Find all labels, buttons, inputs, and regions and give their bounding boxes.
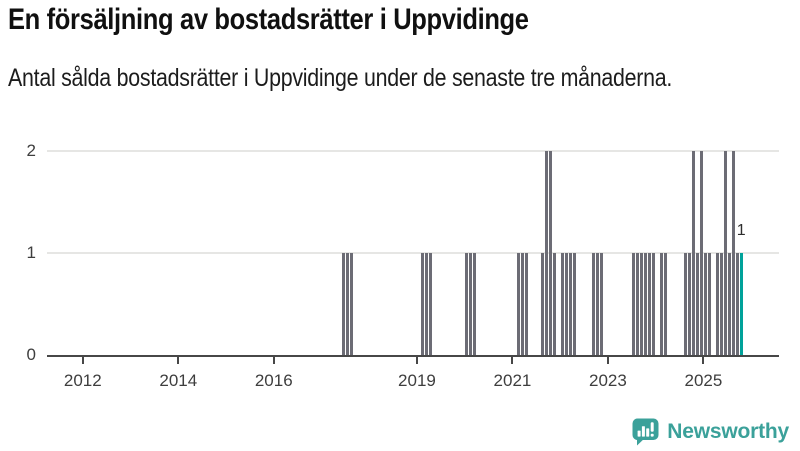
- bar: [691, 151, 695, 355]
- bar: [552, 253, 556, 355]
- x-axis-tick: [81, 357, 84, 364]
- gridline: [47, 150, 779, 152]
- y-axis-label: 0: [26, 345, 36, 364]
- bar: [349, 253, 353, 355]
- bar: [596, 253, 600, 355]
- x-axis-label: 2016: [254, 371, 293, 390]
- bar: [568, 253, 572, 355]
- x-axis-label: 2025: [684, 371, 723, 390]
- bar: [660, 253, 664, 355]
- x-axis-tick: [415, 357, 418, 364]
- bar: [572, 253, 576, 355]
- bar: [687, 253, 691, 355]
- bar: [592, 253, 596, 355]
- bar: [644, 253, 648, 355]
- newsworthy-icon: [632, 418, 659, 446]
- bar: [473, 253, 477, 355]
- bar: [648, 253, 652, 355]
- x-axis-label: 2014: [159, 371, 198, 390]
- x-axis-tick: [606, 357, 609, 364]
- bar: [540, 253, 544, 355]
- newsworthy-logo: Newsworthy: [632, 418, 789, 446]
- bar: [727, 253, 731, 355]
- data-label: 1: [736, 222, 746, 239]
- bar: [652, 253, 656, 355]
- x-axis-tick: [511, 357, 514, 364]
- x-axis-tick: [177, 357, 180, 364]
- bar: [516, 253, 520, 355]
- x-axis-label: 2019: [398, 371, 436, 390]
- bar: [429, 253, 433, 355]
- bar: [640, 253, 644, 355]
- bar: [469, 253, 473, 355]
- bar: [564, 253, 568, 355]
- x-axis-label: 2023: [589, 371, 627, 390]
- bar: [703, 253, 707, 355]
- bar: [425, 253, 429, 355]
- bar: [723, 151, 727, 355]
- bar: [421, 253, 425, 355]
- bar: [664, 253, 668, 355]
- y-axis-label: 1: [26, 243, 36, 262]
- bar: [341, 253, 345, 355]
- bar: [735, 253, 739, 355]
- bar: [465, 253, 469, 355]
- bar: [345, 253, 349, 355]
- x-axis-tick: [702, 357, 705, 364]
- x-axis-label: 2021: [493, 371, 532, 390]
- bar: [524, 253, 528, 355]
- bar: [715, 253, 719, 355]
- bar: [683, 253, 687, 355]
- bar: [731, 151, 735, 355]
- newsworthy-wordmark: Newsworthy: [667, 420, 789, 443]
- chart-subtitle: Antal sålda bostadsrätter i Uppvidinge u…: [8, 64, 673, 92]
- bar: [548, 151, 552, 355]
- x-axis-line: [47, 355, 779, 357]
- chart-title: En försäljning av bostadsrätter i Uppvid…: [8, 3, 529, 36]
- x-axis-tick: [272, 357, 275, 364]
- bar: [695, 253, 699, 355]
- bar: [632, 253, 636, 355]
- bar: [560, 253, 564, 355]
- bar: [707, 253, 711, 355]
- gridline: [47, 252, 779, 254]
- highlighted-bar: [739, 253, 743, 355]
- bar: [544, 151, 548, 355]
- bar: [699, 151, 703, 355]
- bar: [600, 253, 604, 355]
- bar: [719, 253, 723, 355]
- bar: [636, 253, 640, 355]
- bar: [520, 253, 524, 355]
- x-axis-label: 2012: [63, 371, 102, 390]
- y-axis-label: 2: [26, 141, 36, 160]
